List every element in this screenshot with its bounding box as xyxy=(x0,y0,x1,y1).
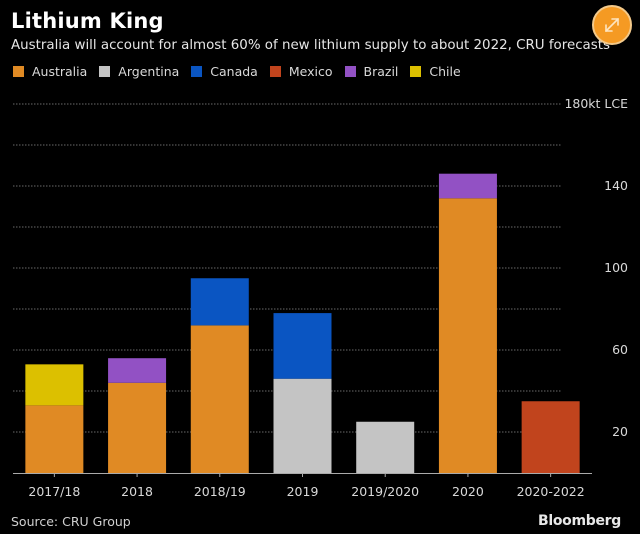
bar-segment-argentina xyxy=(273,378,332,473)
bar-segment-canada xyxy=(273,313,332,379)
x-tick-label: 2017/18 xyxy=(28,484,80,499)
x-tick-label: 2018/19 xyxy=(194,484,246,499)
legend-swatch xyxy=(191,66,203,77)
y-tick-label: 60 xyxy=(612,342,628,357)
legend-item-mexico: Mexico xyxy=(269,64,333,79)
legend-swatch xyxy=(13,66,24,77)
x-tick-label: 2019 xyxy=(287,484,319,499)
expand-arrows-icon xyxy=(605,18,619,32)
bar-segment-australia xyxy=(108,382,167,473)
x-tick-label: 2020 xyxy=(452,484,484,499)
x-tick-label: 2018 xyxy=(121,484,153,499)
brand-logo: Bloomberg xyxy=(537,513,621,529)
legend-swatch xyxy=(410,66,422,77)
x-axis: 2017/18 2018 2018/19 2019 2019/2020 2020 2020-… xyxy=(13,473,592,499)
x-tick-label: 2020-2022 xyxy=(517,484,585,499)
legend-item-chile: Chile xyxy=(410,64,461,79)
chart-title: Lithium King xyxy=(11,9,164,33)
y-tick-label: 100 xyxy=(604,260,628,275)
legend-label: Chile xyxy=(429,64,461,79)
chart-subtitle: Australia will account for almost 60% of… xyxy=(11,38,610,53)
y-axis: 20 60 100 140 180kt LCE xyxy=(564,96,628,439)
bar-segment-australia xyxy=(190,325,249,473)
legend-label: Australia xyxy=(32,64,88,79)
y-tick-label: 20 xyxy=(612,424,628,439)
legend-label: Mexico xyxy=(288,64,333,79)
legend-item-australia: Australia xyxy=(13,64,87,79)
legend: Australia Argentina Canada Mexico Brazil Chil… xyxy=(13,64,473,79)
legend-swatch xyxy=(269,66,281,77)
source-note: Source: CRU Group xyxy=(11,514,131,529)
legend-label: Argentina xyxy=(118,64,180,79)
bar-segment-mexico xyxy=(521,401,580,473)
bar-segment-australia xyxy=(25,405,84,473)
chart-area: 2017/18 2018 2018/19 2019 2019/2020 2020 2020-… xyxy=(13,96,628,499)
expand-button[interactable] xyxy=(592,5,632,45)
bar-segment-australia xyxy=(438,198,497,474)
legend-label: Canada xyxy=(210,64,258,79)
bar-segment-brazil xyxy=(108,358,167,383)
x-tick-label: 2019/2020 xyxy=(351,484,419,499)
bar-segment-brazil xyxy=(438,173,497,199)
legend-swatch xyxy=(99,66,111,77)
legend-swatch xyxy=(344,66,356,77)
legend-item-brazil: Brazil xyxy=(344,64,399,79)
bar-segment-chile xyxy=(25,364,84,406)
legend-item-argentina: Argentina xyxy=(99,64,179,79)
legend-item-canada: Canada xyxy=(191,64,258,79)
bars xyxy=(25,173,580,474)
bar-segment-argentina xyxy=(356,421,415,473)
legend-label: Brazil xyxy=(363,64,399,79)
y-tick-label: 140 xyxy=(604,178,628,193)
y-tick-label: 180kt LCE xyxy=(564,96,628,111)
bar-segment-canada xyxy=(190,278,249,326)
